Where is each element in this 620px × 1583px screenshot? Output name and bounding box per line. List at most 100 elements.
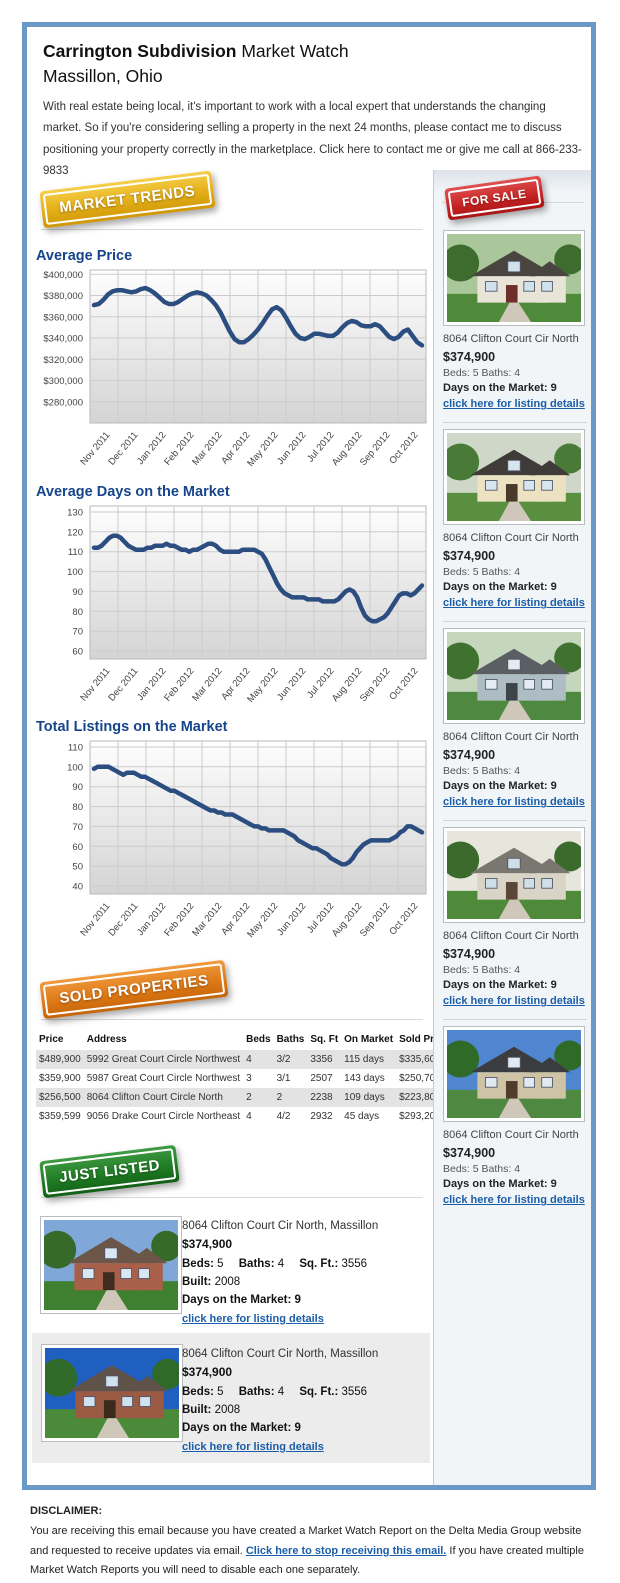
- listing-beds-baths: Beds: 5 Baths: 4: [443, 964, 521, 977]
- beds-label: Beds:: [182, 1257, 214, 1270]
- table-row: $489,900 5992 Great Court Circle Northwe…: [36, 1050, 451, 1069]
- cell-sqft: 2507: [310, 1073, 333, 1084]
- listing-address: 8064 Clifton Court Cir North, Massillon: [182, 1348, 379, 1360]
- beds-value: 5: [213, 1385, 224, 1398]
- disclaimer-text: You are receiving this email because you…: [30, 1524, 582, 1557]
- sold-properties-badge-label: SOLD PROPERTIES: [42, 963, 226, 1016]
- sqft-label: Sq. Ft.:: [299, 1385, 339, 1398]
- listing-details-link[interactable]: click here for listing details: [443, 995, 585, 1008]
- svg-text:40: 40: [72, 882, 83, 893]
- property-photo[interactable]: [41, 1344, 183, 1442]
- for-sale-badge-label: FOR SALE: [447, 178, 542, 218]
- divider: [443, 820, 587, 822]
- beds-label: Beds:: [182, 1385, 214, 1398]
- svg-text:Jun 2012: Jun 2012: [275, 666, 309, 703]
- email-frame: Carrington Subdivision Market Watch Mass…: [22, 22, 596, 1490]
- listing-details-link[interactable]: click here for listing details: [182, 1440, 324, 1453]
- cell-on-market: 143 days: [344, 1073, 385, 1084]
- svg-text:70: 70: [72, 627, 83, 638]
- divider: [443, 422, 587, 424]
- cell-price: $489,900: [39, 1054, 81, 1065]
- svg-text:70: 70: [72, 822, 83, 833]
- days-on-market: Days on the Market: 9: [182, 1294, 301, 1307]
- svg-text:$280,000: $280,000: [43, 397, 83, 408]
- divider: [443, 1019, 587, 1021]
- cell-baths: 4/2: [276, 1111, 291, 1122]
- cell-baths: 3/2: [276, 1054, 291, 1065]
- table-row: $256,500 8064 Clifton Court Circle North…: [36, 1088, 451, 1107]
- average-days-heading: Average Days on the Market: [36, 484, 230, 500]
- svg-text:90: 90: [72, 587, 83, 598]
- cell-sold-price: $250,700: [399, 1073, 441, 1084]
- listing-beds-baths: Beds: 5 Baths: 4: [443, 765, 521, 778]
- property-photo[interactable]: [40, 1216, 182, 1314]
- unsubscribe-link[interactable]: Click here to stop receiving this email.: [245, 1544, 447, 1557]
- property-photo[interactable]: [443, 429, 585, 525]
- table-header-row: Price Address Beds Baths Sq. Ft On Marke…: [36, 1029, 451, 1050]
- svg-text:Mar 2012: Mar 2012: [190, 666, 224, 703]
- cell-sold-price: $223,800: [399, 1092, 441, 1103]
- cell-sold-price: $335,600: [399, 1054, 441, 1065]
- listing-address: 8064 Clifton Court Cir North: [443, 532, 579, 544]
- report-name: Market Watch: [236, 41, 349, 61]
- svg-text:$380,000: $380,000: [43, 291, 83, 302]
- cell-address: 8064 Clifton Court Circle North: [86, 1092, 223, 1103]
- sidebar-listing-card: 8064 Clifton Court Cir North $374,900 Be…: [443, 827, 587, 1021]
- listing-price: $374,900: [443, 1145, 496, 1160]
- baths-value: 4: [274, 1257, 285, 1270]
- listing-price: $374,900: [443, 946, 496, 961]
- cell-on-market: 109 days: [344, 1092, 385, 1103]
- for-sale-badge: FOR SALE: [444, 175, 545, 221]
- sidebar-listing-card: 8064 Clifton Court Cir North $374,900 Be…: [443, 230, 587, 424]
- col-address: Address: [86, 1034, 127, 1045]
- listing-details-link[interactable]: click here for listing details: [182, 1312, 324, 1325]
- cell-on-market: 115 days: [344, 1054, 384, 1065]
- svg-text:Sep 2012: Sep 2012: [358, 901, 393, 938]
- listing-details-link[interactable]: click here for listing details: [443, 398, 585, 411]
- cell-sold-price: $293,200: [399, 1111, 441, 1122]
- intro-paragraph: With real estate being local, it's impor…: [43, 101, 582, 177]
- average-days-chart: 60 70 80 90 100 110 120 130 Nov 2011 Dec 2011 Jan …: [33, 503, 429, 703]
- property-photo[interactable]: [443, 1026, 585, 1122]
- listing-beds-baths: Beds: 5 Baths: 4: [443, 566, 521, 579]
- sidebar-listing-card: 8064 Clifton Court Cir North $374,900 Be…: [443, 1026, 587, 1209]
- listing-details-link[interactable]: click here for listing details: [443, 796, 585, 809]
- average-price-chart: $280,000 $300,000 $320,000 $340,000 $360,000…: [33, 267, 429, 467]
- property-photo[interactable]: [443, 827, 585, 923]
- svg-text:Sep 2012: Sep 2012: [358, 666, 393, 703]
- table-row: $359,900 5987 Great Court Circle Northwe…: [36, 1069, 451, 1088]
- city-state: Massillon, Ohio: [43, 65, 163, 86]
- cell-price: $256,500: [39, 1092, 81, 1103]
- svg-text:$320,000: $320,000: [43, 355, 83, 366]
- divider: [41, 1019, 423, 1020]
- svg-text:Sep 2012: Sep 2012: [358, 430, 393, 467]
- svg-text:50: 50: [72, 862, 83, 873]
- svg-text:$360,000: $360,000: [43, 312, 83, 323]
- svg-text:Mar 2012: Mar 2012: [190, 430, 224, 467]
- col-baths: Baths: [276, 1034, 305, 1045]
- svg-text:120: 120: [67, 527, 83, 538]
- property-photo[interactable]: [443, 628, 585, 724]
- just-listed-badge-label: JUST LISTED: [42, 1148, 177, 1195]
- listing-price: $374,900: [182, 1365, 233, 1380]
- days-on-market: Days on the Market: 9: [443, 1178, 557, 1191]
- cell-address: 9056 Drake Court Circle Northeast: [86, 1111, 241, 1122]
- cell-baths: 2: [276, 1092, 283, 1103]
- just-listed-badge: JUST LISTED: [39, 1144, 181, 1199]
- sold-properties-table: Price Address Beds Baths Sq. Ft On Marke…: [36, 1029, 451, 1126]
- listing-details-link[interactable]: click here for listing details: [443, 597, 585, 610]
- svg-text:Oct 2012: Oct 2012: [387, 430, 420, 467]
- days-on-market: Days on the Market: 9: [182, 1422, 301, 1435]
- svg-text:$340,000: $340,000: [43, 334, 83, 345]
- divider: [443, 621, 587, 623]
- col-on-market: On Market: [344, 1034, 394, 1045]
- listing-address: 8064 Clifton Court Cir North: [443, 1129, 579, 1141]
- listing-details-link[interactable]: click here for listing details: [443, 1194, 585, 1207]
- listing-address: 8064 Clifton Court Cir North: [443, 731, 579, 743]
- sqft-label: Sq. Ft.:: [299, 1257, 339, 1270]
- cell-sqft: 2932: [310, 1111, 333, 1122]
- listing-beds-baths: Beds: 5 Baths: 4: [443, 1163, 521, 1176]
- property-photo[interactable]: [443, 230, 585, 326]
- disclaimer-body: You are receiving this email because you…: [30, 1522, 592, 1581]
